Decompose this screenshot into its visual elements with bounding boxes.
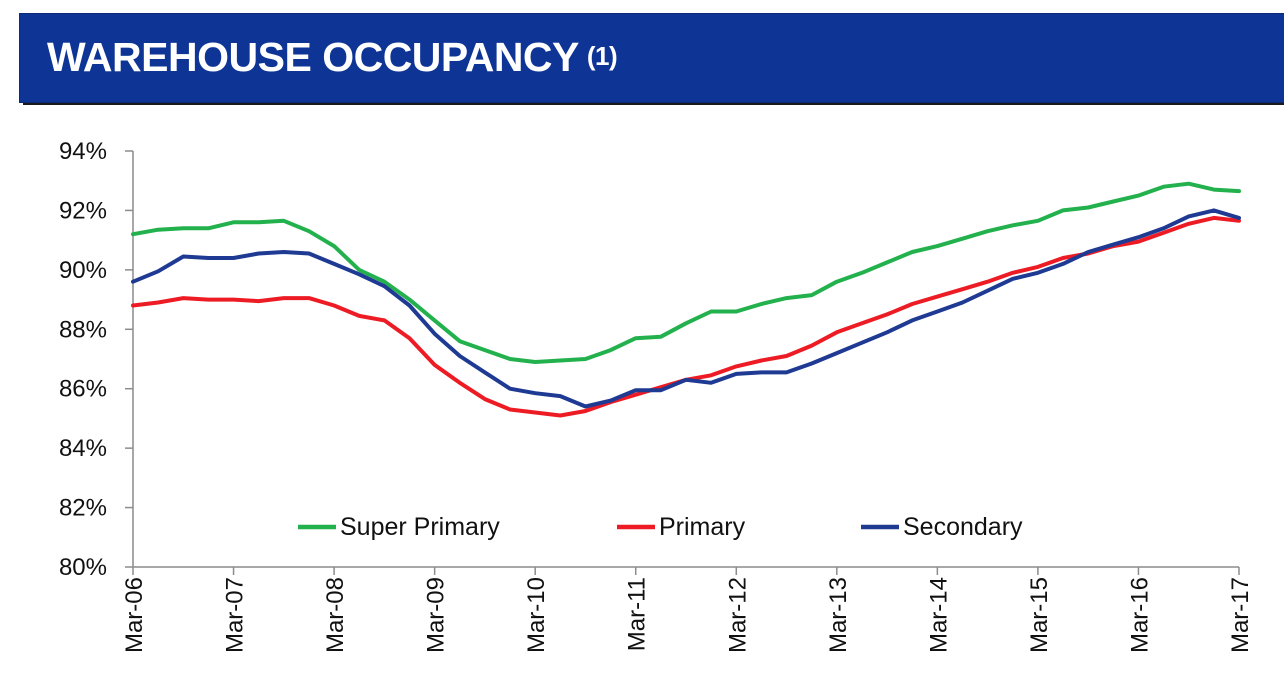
series-line-primary [131,215,1241,418]
y-tick-label: 90% [59,257,107,284]
x-tick-label: Mar-11 [624,577,651,651]
x-tick-label: Mar-08 [322,577,349,653]
legend-label-secondary: Secondary [903,513,1023,541]
x-tick-label: Mar-15 [1026,577,1053,653]
x-tick-label: Mar-06 [121,577,148,653]
y-tick-label: 84% [59,435,107,462]
x-tick-label: Mar-17 [1227,577,1254,653]
y-tick-label: 94% [59,138,107,165]
y-tick-label: 80% [59,554,107,581]
x-tick-label: Mar-13 [825,577,852,653]
x-tick-label: Mar-14 [925,577,952,653]
title-footnote-marker: (1) [586,41,618,71]
series-line-super-primary [131,181,1241,364]
y-tick-label: 86% [59,376,107,403]
legend-label-super-primary: Super Primary [340,513,500,541]
y-tick-label: 82% [59,495,107,522]
x-tick-label: Mar-16 [1126,577,1153,653]
legend-label-primary: Primary [659,513,746,541]
series-line-secondary [131,208,1241,409]
page-title: WAREHOUSE OCCUPANCY (1) [47,34,618,80]
x-tick-label: Mar-12 [724,577,751,653]
x-tick-label: Mar-10 [523,577,550,653]
y-tick-label: 88% [59,316,107,343]
x-tick-label: Mar-07 [222,577,249,653]
x-tick-label: Mar-09 [423,577,450,653]
y-tick-label: 92% [59,197,107,224]
title-banner: WAREHOUSE OCCUPANCY (1) [20,14,1284,102]
